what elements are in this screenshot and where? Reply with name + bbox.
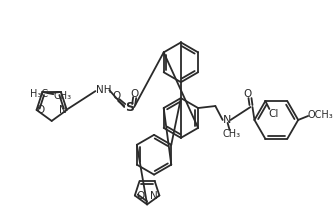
Text: CH₃: CH₃ xyxy=(53,91,71,101)
Text: Cl: Cl xyxy=(268,109,278,119)
Text: CH₃: CH₃ xyxy=(222,129,241,139)
Text: O: O xyxy=(112,91,120,101)
Text: NH: NH xyxy=(95,85,111,95)
Text: N: N xyxy=(222,115,231,125)
Text: O: O xyxy=(37,105,45,115)
Text: O: O xyxy=(137,190,145,200)
Text: OCH₃: OCH₃ xyxy=(307,110,333,120)
Text: N: N xyxy=(59,105,67,115)
Text: N: N xyxy=(149,190,157,200)
Text: S: S xyxy=(125,101,134,113)
Text: O: O xyxy=(130,89,138,99)
Text: H₃C: H₃C xyxy=(30,89,48,99)
Text: O: O xyxy=(243,89,252,99)
